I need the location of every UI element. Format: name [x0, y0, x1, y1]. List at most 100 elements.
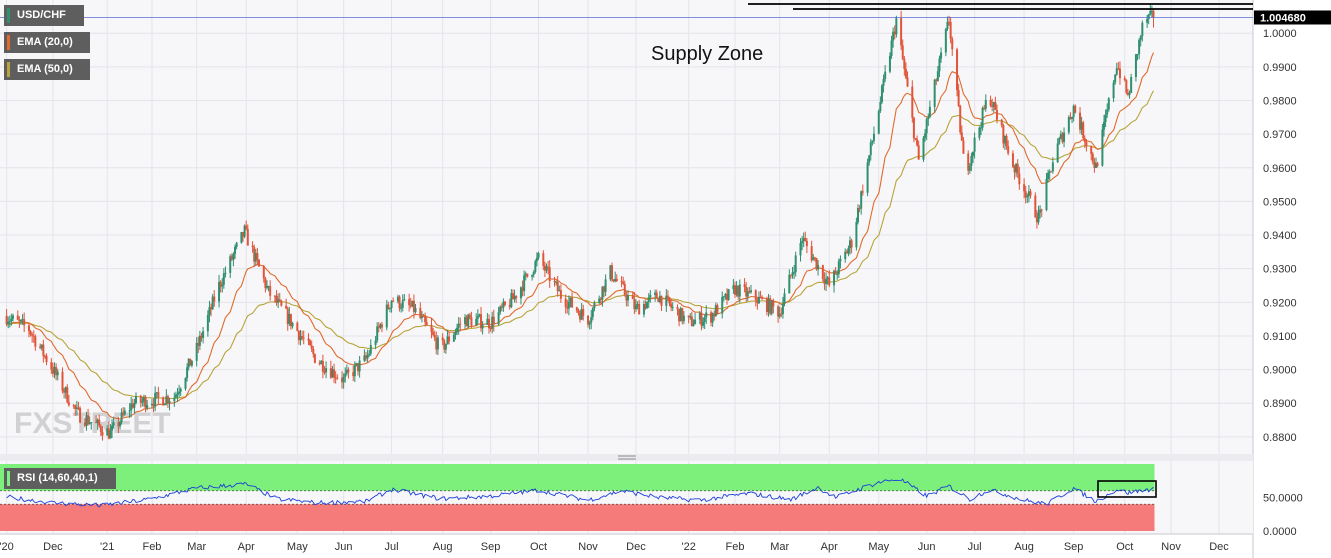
candle-body: [1150, 10, 1153, 12]
candle-body: [727, 289, 730, 300]
candle-body: [991, 105, 994, 107]
candle-body: [184, 377, 187, 389]
symbol-legend[interactable]: USD/CHF: [4, 5, 84, 26]
candle-body: [357, 363, 360, 372]
candle-body: [692, 324, 695, 326]
x-tick-label: May: [868, 541, 889, 553]
candle-body: [1045, 178, 1048, 210]
candle-body: [459, 323, 462, 325]
candle-body: [553, 281, 556, 283]
candle-body: [620, 281, 623, 283]
candle-body: [190, 360, 193, 366]
candle-body: [141, 401, 144, 403]
x-tick-label: Oct: [530, 541, 547, 553]
candle-body: [246, 228, 249, 246]
candle-body: [467, 314, 470, 327]
candle-body: [893, 31, 896, 35]
candle-body: [1035, 217, 1038, 223]
candle-body: [805, 240, 808, 247]
candle-body: [702, 321, 705, 326]
candle-body: [1067, 117, 1070, 133]
candle-body: [631, 295, 634, 300]
candle-body: [66, 387, 69, 403]
candle-body: [55, 367, 58, 376]
candle-body: [457, 323, 460, 328]
candle-body: [804, 238, 807, 241]
candle-body: [443, 340, 446, 350]
candle-body: [178, 391, 181, 394]
candle-body: [345, 369, 348, 374]
candle-body: [825, 279, 828, 284]
candle-body: [1104, 114, 1107, 122]
candle-body: [18, 319, 21, 322]
candle-body: [1056, 143, 1059, 163]
candle-body: [1112, 82, 1115, 99]
rsi-legend[interactable]: RSI (14,60,40,1): [4, 468, 116, 489]
candle-body: [401, 300, 404, 308]
candle-body: [50, 362, 53, 370]
candle-body: [242, 232, 245, 237]
ema50-legend[interactable]: EMA (50,0): [4, 59, 90, 80]
candle-body: [208, 307, 211, 315]
candle-body: [198, 335, 201, 346]
candle-body: [11, 315, 14, 319]
candle-body: [299, 335, 302, 340]
candle-body: [833, 270, 836, 286]
y-tick-label: 0.9400: [1263, 230, 1297, 242]
candle-body: [598, 298, 601, 303]
candle-body: [847, 248, 850, 254]
candle-body: [363, 355, 366, 361]
candle-body: [781, 303, 784, 315]
candle-body: [924, 133, 927, 138]
rsi-pane: 50.0000 0.0000 '20 Dec '21 Feb Mar Apr May Jun Jul…: [0, 461, 1303, 553]
candle-body: [278, 299, 281, 301]
candle-body: [537, 253, 540, 258]
candle-body: [318, 362, 321, 365]
candle-body: [1107, 98, 1110, 110]
candle-body: [435, 337, 438, 350]
candle-body: [1095, 163, 1098, 168]
candle-body: [87, 415, 90, 425]
candle-body: [123, 410, 126, 415]
candle-body: [254, 253, 257, 262]
candle-body: [56, 371, 59, 376]
candle-body: [1114, 74, 1117, 83]
candle-body: [543, 265, 546, 271]
candle-body: [903, 58, 906, 69]
candle-body: [670, 303, 673, 308]
candle-body: [535, 257, 538, 262]
candle-body: [499, 306, 502, 313]
ema20-legend[interactable]: EMA (20,0): [4, 32, 90, 53]
candle-body: [400, 307, 403, 309]
candle-body: [879, 102, 882, 111]
candle-body: [119, 422, 122, 427]
candle-body: [646, 301, 649, 309]
candle-body: [849, 240, 852, 249]
candle-body: [352, 372, 355, 377]
candle-body: [347, 369, 350, 373]
candle-body: [43, 355, 46, 357]
candle-body: [387, 304, 390, 309]
candle-body: [419, 308, 422, 319]
candle-body: [29, 331, 32, 335]
candle-body: [396, 296, 399, 302]
candle-body: [601, 286, 604, 300]
x-tick-label: Nov: [1161, 541, 1181, 553]
candle-body: [90, 422, 93, 424]
candle-body: [1040, 209, 1043, 211]
candle-body: [497, 312, 500, 325]
candle-body: [465, 317, 468, 327]
candle-body: [726, 293, 729, 300]
candle-body: [743, 284, 746, 287]
candle-body: [1013, 166, 1016, 173]
candle-body: [713, 313, 716, 317]
candle-body: [866, 162, 869, 193]
candle-body: [1015, 163, 1018, 173]
candle-body: [994, 102, 997, 111]
x-tick-label: Dec: [43, 541, 63, 553]
candle-body: [267, 286, 270, 288]
x-tick-label: Feb: [142, 541, 161, 553]
candle-body: [765, 298, 768, 312]
x-tick-label: Mar: [187, 541, 206, 553]
candle-body: [556, 281, 559, 292]
